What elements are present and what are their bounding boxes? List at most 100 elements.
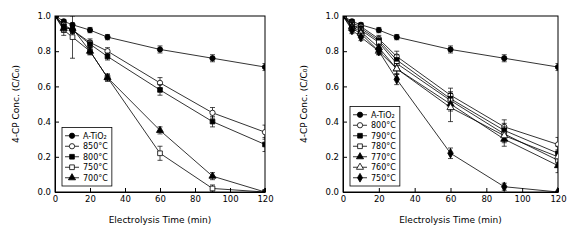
data-point [210, 119, 215, 124]
y-tick-mark [343, 86, 347, 87]
data-point [555, 187, 558, 192]
y-tick: 0.0 [37, 187, 59, 197]
data-point [393, 65, 400, 71]
legend-marker [356, 153, 363, 159]
x-tick: 40 [120, 188, 131, 204]
data-point [210, 186, 215, 191]
legend: A-TiO₂800°C790°C780°C770°C760°C750°C [350, 107, 400, 187]
y-tick-label: 1.0 [37, 11, 51, 21]
legend-label: 790°C [371, 132, 396, 141]
legend-label: 760°C [371, 163, 396, 172]
y-tick-label: 0.8 [325, 46, 339, 56]
chart: 0204060801001200.00.20.40.60.81.0Electro… [299, 11, 567, 225]
error-bar [376, 27, 381, 32]
legend-marker [358, 144, 363, 149]
x-axis-title: Electrolysis Time (min) [399, 215, 502, 225]
legend-marker [69, 133, 74, 138]
series-line [343, 16, 558, 166]
error-bar [105, 34, 110, 39]
data-point [394, 75, 399, 84]
error-bar [210, 116, 215, 127]
y-axis-line [343, 17, 344, 193]
legend-label: A-TiO₂ [83, 132, 107, 141]
y-tick-label: 0.0 [37, 187, 51, 197]
x-tick: 20 [374, 188, 385, 204]
legend-marker [70, 154, 75, 159]
data-point [158, 88, 163, 93]
x-tick: 20 [85, 188, 96, 204]
x-tick-label: 60 [446, 194, 457, 204]
legend-marker [357, 173, 362, 182]
data-point [87, 27, 92, 32]
error-bar [210, 185, 215, 192]
legend-label: 800°C [83, 153, 108, 162]
error-bar [158, 146, 163, 160]
error-bar [210, 55, 215, 62]
data-point [502, 56, 507, 61]
x-tick-mark [160, 188, 161, 192]
series-line [55, 16, 265, 144]
legend-marker [68, 174, 75, 180]
y-tick-label: 0.4 [325, 117, 339, 127]
data-point [394, 34, 399, 39]
x-tick: 120 [550, 188, 566, 204]
y-tick: 0.4 [325, 117, 347, 127]
legend-marker [69, 144, 74, 149]
y-tick: 0.2 [325, 152, 347, 162]
x-axis-title: Electrolysis Time (min) [109, 215, 212, 225]
data-point [158, 151, 163, 156]
x-tick: 80 [190, 188, 201, 204]
series-line [55, 16, 265, 192]
error-bar [88, 27, 93, 32]
y-tick-label: 0.0 [325, 187, 339, 197]
x-tick-label: 40 [410, 194, 421, 204]
y-tick-mark [343, 157, 347, 158]
legend-box [350, 107, 400, 187]
x-tick-mark [486, 188, 487, 192]
data-point [69, 24, 76, 30]
legend-marker [357, 123, 362, 128]
error-bar [556, 137, 559, 151]
x-tick-mark [125, 188, 126, 192]
data-point [448, 149, 453, 158]
series-line [55, 16, 265, 192]
y-axis: 0.00.20.40.60.81.0 [325, 11, 347, 197]
data-point [447, 103, 454, 109]
y-tick-mark [55, 51, 59, 52]
legend-label: 700°C [83, 174, 108, 183]
data-point [210, 56, 215, 61]
data-point [358, 32, 363, 41]
data-point [86, 47, 93, 53]
legend: A-TiO₂850°C800°C750°C700°C [62, 128, 112, 187]
chart: 0204060801001200.00.20.40.60.81.0Electro… [11, 11, 274, 225]
legend-label: 750°C [371, 174, 396, 183]
x-tick: 100 [515, 188, 531, 204]
legend-box [62, 128, 112, 187]
data-point [70, 35, 75, 40]
data-point [210, 110, 215, 115]
data-point [157, 47, 162, 52]
x-tick-label: 100 [515, 194, 531, 204]
y-tick: 0.2 [37, 152, 59, 162]
data-point [60, 24, 67, 30]
data-point [105, 34, 110, 39]
data-point [448, 47, 453, 52]
x-tick-mark [379, 188, 380, 192]
series-line [343, 16, 558, 192]
x-tick-mark [451, 188, 452, 192]
y-tick-mark [55, 157, 59, 158]
error-bar [263, 64, 266, 71]
legend-marker [70, 165, 75, 170]
y-axis-line [55, 17, 56, 193]
series-line [343, 16, 558, 160]
y-tick-label: 0.8 [37, 46, 51, 56]
series-line [343, 16, 558, 157]
data-point [555, 64, 558, 69]
x-tick-mark [558, 188, 559, 192]
plot-frame [55, 16, 265, 192]
error-bar [394, 34, 399, 39]
data-point [343, 16, 346, 21]
legend-marker [357, 112, 362, 117]
legend-marker [358, 133, 363, 138]
error-bar [448, 148, 453, 159]
